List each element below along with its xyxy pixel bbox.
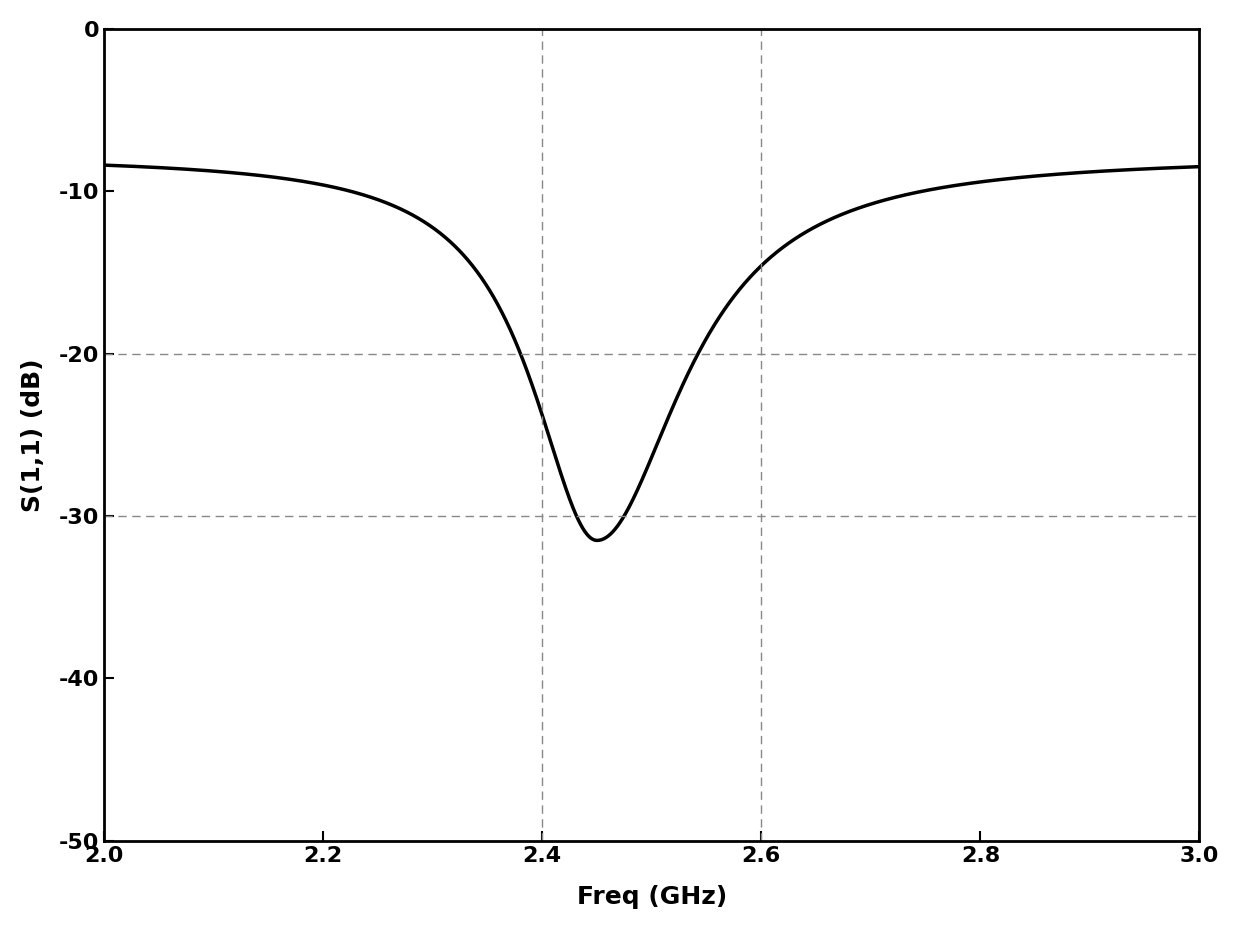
Y-axis label: S(1,1) (dB): S(1,1) (dB) <box>21 358 45 512</box>
X-axis label: Freq (GHz): Freq (GHz) <box>577 885 727 910</box>
